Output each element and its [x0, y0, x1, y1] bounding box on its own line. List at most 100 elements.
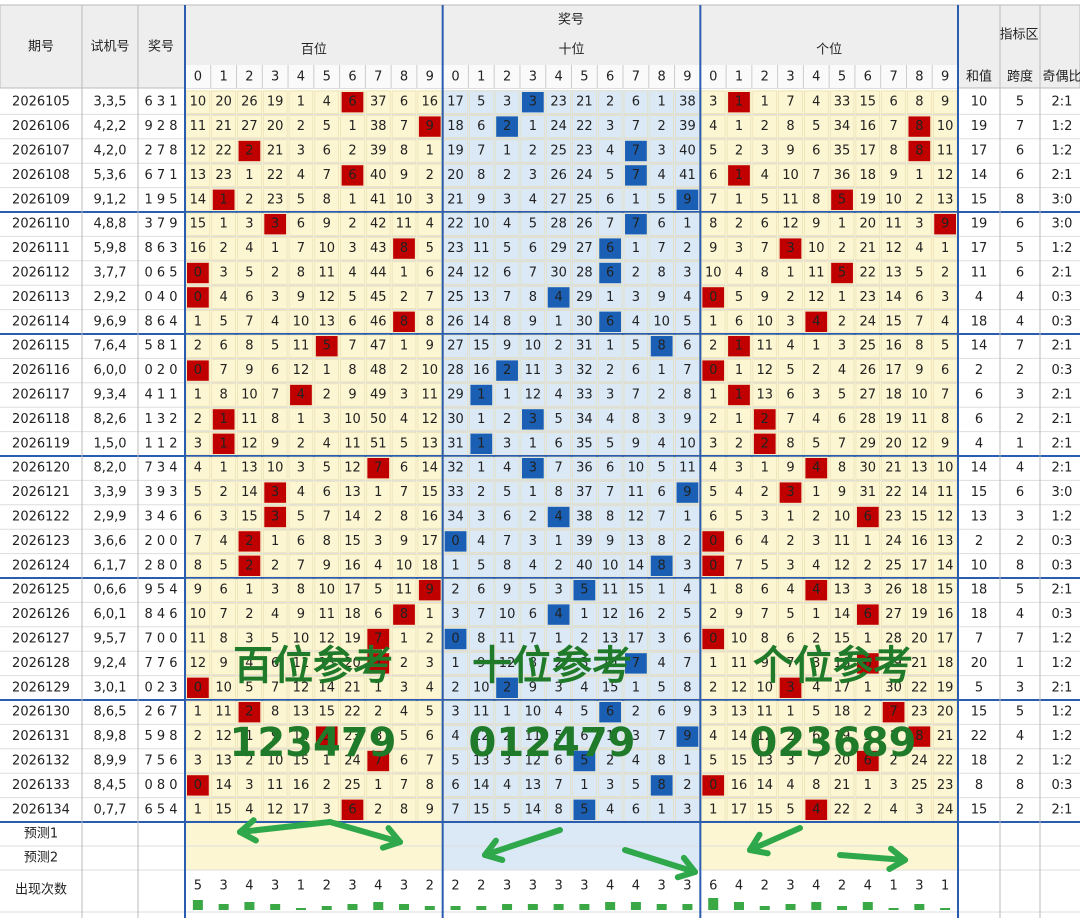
cell: [752, 237, 777, 261]
hit-cell: [367, 628, 390, 650]
hit-number: 5: [323, 339, 331, 354]
cell: [211, 359, 236, 383]
hit-cell: [496, 677, 518, 698]
sum: 15: [971, 485, 988, 500]
miss-count: 2: [348, 144, 356, 159]
miss-count: 8: [709, 217, 717, 232]
miss-count: 6: [632, 802, 640, 817]
cell: [391, 115, 417, 139]
ratio: 1:2: [1052, 119, 1073, 134]
miss-count: 1: [271, 241, 279, 256]
cell: [391, 237, 417, 261]
cell: [855, 456, 881, 480]
cell: [649, 212, 674, 236]
miss-count: 11: [911, 412, 928, 427]
miss-count: 11: [628, 485, 645, 500]
cell: [778, 603, 803, 627]
cell: [546, 725, 571, 749]
cell: [366, 529, 391, 553]
miss-count: 1: [426, 144, 434, 159]
cell: [649, 139, 674, 163]
miss-count: 13: [190, 168, 207, 183]
miss-count: 3: [709, 436, 717, 451]
miss-count: 5: [709, 144, 717, 159]
miss-count: 12: [731, 680, 748, 695]
miss-count: 1: [529, 485, 537, 500]
miss-count: 13: [885, 266, 902, 281]
cell: [288, 651, 314, 675]
miss-count: 4: [606, 144, 614, 159]
miss-count: 3: [477, 510, 485, 525]
trial: 9,5,7: [93, 632, 126, 647]
cell: [855, 725, 881, 749]
miss-count: 1: [838, 217, 846, 232]
hit-cell: [315, 726, 338, 747]
cell: [597, 115, 623, 139]
miss-count: 8: [658, 534, 666, 549]
miss-count: 8: [477, 632, 485, 647]
miss-count: 22: [576, 119, 593, 134]
cell: [855, 334, 881, 358]
hit-number: 9: [941, 217, 949, 232]
hit-number: 2: [503, 363, 511, 378]
cell: [649, 407, 674, 431]
hit-cell: [573, 750, 596, 772]
miss-count: 9: [941, 436, 949, 451]
cell: [881, 651, 906, 675]
span: 4: [1016, 461, 1024, 476]
sum: 15: [971, 802, 988, 817]
miss-count: 7: [503, 290, 511, 305]
cell: [778, 90, 803, 114]
digit-header: 8: [915, 70, 923, 85]
cell: [752, 529, 777, 553]
miss-count: 5: [761, 192, 769, 207]
miss-count: 12: [190, 656, 207, 671]
hit-cell: [702, 775, 725, 796]
miss-count: 2: [323, 778, 331, 793]
cell: [907, 163, 932, 187]
cell: [262, 261, 288, 285]
cell: [804, 529, 829, 553]
miss-count: 20: [911, 632, 928, 647]
cell: [211, 334, 236, 358]
miss-count: 3: [786, 754, 794, 769]
miss-count: 23: [911, 705, 928, 720]
sum: 14: [971, 168, 988, 183]
header-cell: 个位: [816, 43, 842, 58]
miss-count: 9: [735, 607, 743, 622]
cell: [726, 163, 752, 187]
sum: 15: [971, 705, 988, 720]
miss-count: 12: [911, 436, 928, 451]
hit-number: 7: [632, 217, 640, 232]
cell: [597, 261, 623, 285]
digit-header: 5: [580, 70, 588, 85]
miss-count: 12: [473, 266, 490, 281]
miss-count: 7: [451, 802, 459, 817]
cell: [262, 481, 288, 505]
miss-count: 35: [834, 144, 851, 159]
period: 2026106: [12, 119, 70, 134]
cell: [340, 285, 365, 309]
hit-number: 0: [194, 778, 202, 793]
cell: [262, 163, 288, 187]
miss-count: 3: [220, 510, 228, 525]
predict-label: 预测2: [24, 851, 58, 866]
miss-count: 4: [477, 534, 485, 549]
miss-count: 7: [348, 339, 356, 354]
cell: [726, 627, 752, 651]
miss-count: 27: [860, 388, 877, 403]
miss-count: 8: [220, 632, 228, 647]
miss-count: 20: [937, 705, 954, 720]
cell: [314, 700, 339, 724]
miss-count: 7: [683, 363, 691, 378]
miss-count: 26: [447, 314, 464, 329]
prize: 6 3 1: [144, 95, 177, 110]
miss-count: 6: [503, 266, 511, 281]
cell: [288, 603, 314, 627]
miss-count: 4: [348, 266, 356, 281]
hit-cell: [238, 531, 261, 552]
miss-count: 4: [297, 168, 305, 183]
miss-count: 23: [576, 144, 593, 159]
miss-count: 1: [374, 778, 382, 793]
miss-count: 24: [447, 266, 464, 281]
